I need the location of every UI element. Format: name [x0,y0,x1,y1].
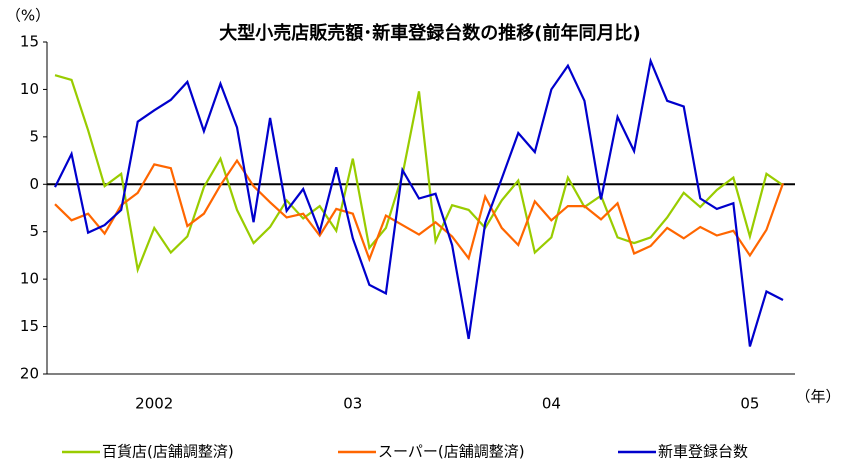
y-tick-label: 15 [20,317,39,335]
x-tick-label: 04 [542,395,561,413]
x-tick-label: 03 [343,395,362,413]
y-tick-label: 10 [20,270,39,288]
y-tick-label: 5 [29,127,39,145]
chart-title: 大型小売店販売額･新車登録台数の推移(前年同月比) [219,22,640,44]
x-tick-label: 2002 [135,395,173,413]
y-tick-label: 0 [29,175,39,193]
y-tick-label: 15 [20,33,39,51]
y-tick-label: 5 [29,222,39,240]
series-line [54,74,784,274]
legend-label: 新車登録台数 [658,443,748,461]
x-unit: （年） [795,388,840,406]
y-tick-label: 10 [20,80,39,98]
x-tick-label: 05 [740,395,759,413]
series-line [54,158,785,263]
y-unit: （%） [6,7,50,25]
series-line [54,57,784,347]
legend-label: 百貨店(店舗調整済) [102,443,234,461]
y-tick-label: 20 [20,365,39,383]
legend-label: スーパー(店舗調整済) [378,443,525,461]
